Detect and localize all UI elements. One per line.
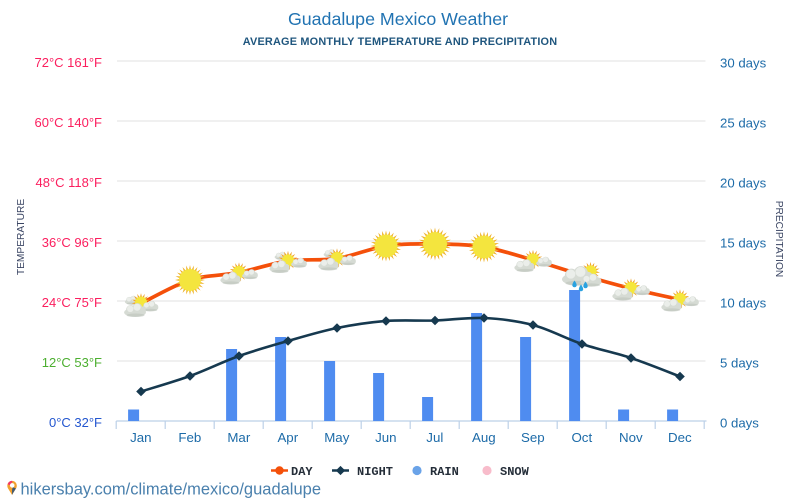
svg-text:36°C 96°F: 36°C 96°F: [42, 235, 102, 250]
svg-text:Mar: Mar: [227, 430, 250, 445]
svg-text:DAY: DAY: [291, 465, 313, 479]
svg-text:0°C 32°F: 0°C 32°F: [49, 415, 102, 430]
svg-text:PRECIPITATION: PRECIPITATION: [773, 201, 784, 278]
svg-text:Feb: Feb: [178, 430, 201, 445]
svg-text:Nov: Nov: [619, 430, 643, 445]
svg-text:Dec: Dec: [668, 430, 692, 445]
svg-text:Oct: Oct: [571, 430, 592, 445]
svg-text:0 days: 0 days: [720, 416, 759, 431]
svg-text:12°C 53°F: 12°C 53°F: [42, 355, 102, 370]
svg-text:Jan: Jan: [130, 430, 151, 445]
svg-text:hikersbay.com/climate/mexico/g: hikersbay.com/climate/mexico/guadalupe: [21, 481, 322, 499]
svg-text:Aug: Aug: [472, 430, 496, 445]
svg-text:10 days: 10 days: [720, 296, 767, 311]
svg-text:SNOW: SNOW: [500, 465, 530, 479]
svg-text:15 days: 15 days: [720, 236, 767, 251]
svg-text:60°C 140°F: 60°C 140°F: [35, 115, 103, 130]
svg-text:5 days: 5 days: [720, 356, 759, 371]
svg-text:24°C 75°F: 24°C 75°F: [42, 295, 102, 310]
svg-text:30 days: 30 days: [720, 56, 767, 71]
svg-text:25 days: 25 days: [720, 116, 767, 131]
svg-text:Apr: Apr: [277, 430, 298, 445]
svg-text:Jun: Jun: [375, 430, 396, 445]
svg-text:Jul: Jul: [426, 430, 443, 445]
svg-text:20 days: 20 days: [720, 176, 767, 191]
svg-text:Guadalupe Mexico Weather: Guadalupe Mexico Weather: [288, 9, 508, 29]
svg-text:48°C 118°F: 48°C 118°F: [35, 175, 102, 190]
svg-text:AVERAGE MONTHLY TEMPERATURE AN: AVERAGE MONTHLY TEMPERATURE AND PRECIPIT…: [243, 36, 558, 48]
svg-text:RAIN: RAIN: [430, 465, 459, 479]
svg-text:May: May: [324, 430, 349, 445]
svg-text:NIGHT: NIGHT: [357, 465, 393, 479]
svg-text:72°C 161°F: 72°C 161°F: [35, 55, 103, 70]
svg-text:Sep: Sep: [521, 430, 545, 445]
svg-text:TEMPERATURE: TEMPERATURE: [16, 199, 27, 275]
